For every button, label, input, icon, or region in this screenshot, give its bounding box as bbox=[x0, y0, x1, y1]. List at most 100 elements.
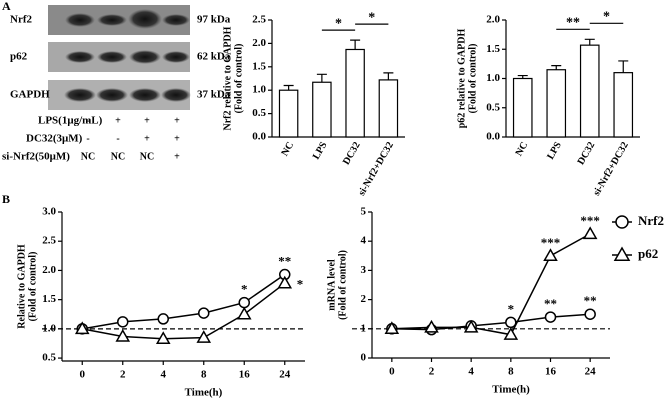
significance-label: ** bbox=[566, 16, 580, 31]
error-bar bbox=[584, 38, 595, 46]
y-axis-label: p62 relative to GAPDH bbox=[456, 29, 467, 129]
x-tick-label: NC bbox=[279, 140, 296, 158]
significance-label: *** bbox=[580, 213, 600, 228]
marker bbox=[463, 319, 479, 333]
y-tick-label: 0.0 bbox=[252, 131, 266, 143]
y-tick-label: 4 bbox=[361, 235, 367, 247]
error-bar bbox=[316, 73, 327, 83]
significance-label: * bbox=[603, 10, 610, 25]
x-tick-label: si-Nrf2+DC32 bbox=[356, 140, 396, 198]
significance-label: *** bbox=[541, 235, 561, 250]
y-tick-label: 0.5 bbox=[42, 352, 56, 364]
x-tick-label: LPS bbox=[311, 140, 330, 162]
series-line bbox=[391, 233, 591, 336]
y-tick-label: 3.0 bbox=[42, 206, 56, 218]
condition-mark: NC bbox=[111, 151, 125, 162]
marker bbox=[384, 321, 400, 335]
y-tick-label: 1.5 bbox=[42, 293, 56, 305]
series-line bbox=[391, 313, 591, 331]
y-axis-label: mRNA level bbox=[326, 259, 337, 311]
protein-label: p62 bbox=[10, 51, 28, 63]
significance-label: ** bbox=[544, 296, 557, 311]
x-tick-label: 2 bbox=[429, 366, 435, 378]
legend-label: Nrf2 bbox=[638, 213, 664, 228]
y-tick-label: 1.0 bbox=[252, 84, 266, 96]
condition-mark: - bbox=[116, 133, 119, 144]
legend-label: p62 bbox=[638, 246, 658, 261]
condition-mark: NC bbox=[81, 151, 95, 162]
significance-label: ** bbox=[278, 254, 291, 269]
series-line bbox=[82, 273, 286, 330]
error-bar bbox=[350, 39, 361, 50]
condition-mark: + bbox=[174, 133, 180, 144]
y-axis-label: (Fold of control) bbox=[233, 44, 244, 114]
y-tick-label: 3 bbox=[361, 264, 367, 276]
marker bbox=[582, 226, 598, 240]
condition-mark: - bbox=[86, 115, 89, 126]
size-label: 62 kDa bbox=[197, 51, 231, 63]
bar bbox=[312, 81, 332, 138]
error-bar bbox=[283, 84, 294, 91]
marker bbox=[544, 311, 557, 323]
error-bar bbox=[383, 72, 394, 80]
marker bbox=[157, 313, 169, 325]
marker bbox=[238, 296, 250, 309]
marker bbox=[543, 248, 558, 262]
x-tick-label: 0 bbox=[389, 366, 395, 378]
condition-mark: + bbox=[144, 133, 150, 144]
significance-label: * bbox=[335, 16, 342, 31]
bar bbox=[613, 72, 634, 138]
y-axis-label: (Fold of control) bbox=[467, 44, 478, 114]
error-bar bbox=[618, 60, 629, 73]
condition-label: LPS(1μg/mL) bbox=[38, 115, 103, 127]
x-tick-label: 8 bbox=[201, 369, 207, 381]
x-tick-label: 24 bbox=[279, 369, 291, 381]
x-tick-label: si-Nrf2+DC32 bbox=[591, 140, 631, 198]
x-tick-label: NC bbox=[514, 140, 531, 158]
y-tick-label: 2.0 bbox=[42, 264, 56, 276]
error-bar bbox=[517, 74, 528, 79]
y-axis-label: Nrf2 relative to GAPDH bbox=[222, 26, 233, 130]
condition-mark: + bbox=[174, 151, 180, 162]
y-axis-label: Relative to GAPDH bbox=[16, 244, 27, 329]
legend-marker bbox=[613, 246, 631, 261]
protein-label: GAPDH bbox=[10, 89, 50, 101]
significance-label: ** bbox=[584, 293, 597, 308]
bar bbox=[512, 77, 533, 138]
marker bbox=[277, 275, 293, 289]
condition-mark: - bbox=[86, 133, 89, 144]
x-tick-label: 0 bbox=[80, 369, 86, 381]
marker bbox=[236, 306, 252, 320]
x-tick-label: 24 bbox=[585, 366, 597, 378]
bar bbox=[278, 89, 299, 138]
condition-label: DC32(3μM) bbox=[26, 133, 83, 145]
marker bbox=[117, 316, 129, 328]
bar bbox=[579, 44, 600, 138]
y-tick-label: 0.0 bbox=[486, 131, 500, 143]
x-tick-label: 2 bbox=[120, 369, 126, 381]
series-line bbox=[82, 282, 286, 340]
x-tick-label: LPS bbox=[545, 140, 564, 162]
y-tick-label: 1.0 bbox=[486, 72, 500, 84]
y-tick-label: 1.0 bbox=[42, 322, 56, 334]
y-tick-label: 2.0 bbox=[252, 37, 266, 49]
y-tick-label: 2 bbox=[361, 293, 367, 305]
x-tick-label: 16 bbox=[545, 366, 557, 378]
legend-marker bbox=[615, 215, 629, 229]
marker bbox=[198, 307, 210, 319]
y-tick-label: 2.5 bbox=[252, 14, 266, 26]
y-tick-label: 0 bbox=[361, 352, 367, 364]
marker bbox=[505, 316, 517, 329]
y-tick-label: 0.5 bbox=[252, 107, 266, 119]
condition-mark: NC bbox=[140, 151, 154, 162]
x-axis-label: Time(h) bbox=[185, 387, 223, 399]
condition-mark: + bbox=[115, 115, 121, 126]
y-tick-label: 0.5 bbox=[486, 101, 500, 113]
condition-mark: + bbox=[174, 115, 180, 126]
marker bbox=[424, 319, 439, 333]
condition-label: si-Nrf2(50μM) bbox=[2, 151, 70, 163]
x-tick-label: DC32 bbox=[576, 140, 598, 167]
y-tick-label: 5 bbox=[361, 206, 367, 218]
significance-label: * bbox=[368, 10, 375, 25]
blot-images bbox=[48, 5, 191, 110]
